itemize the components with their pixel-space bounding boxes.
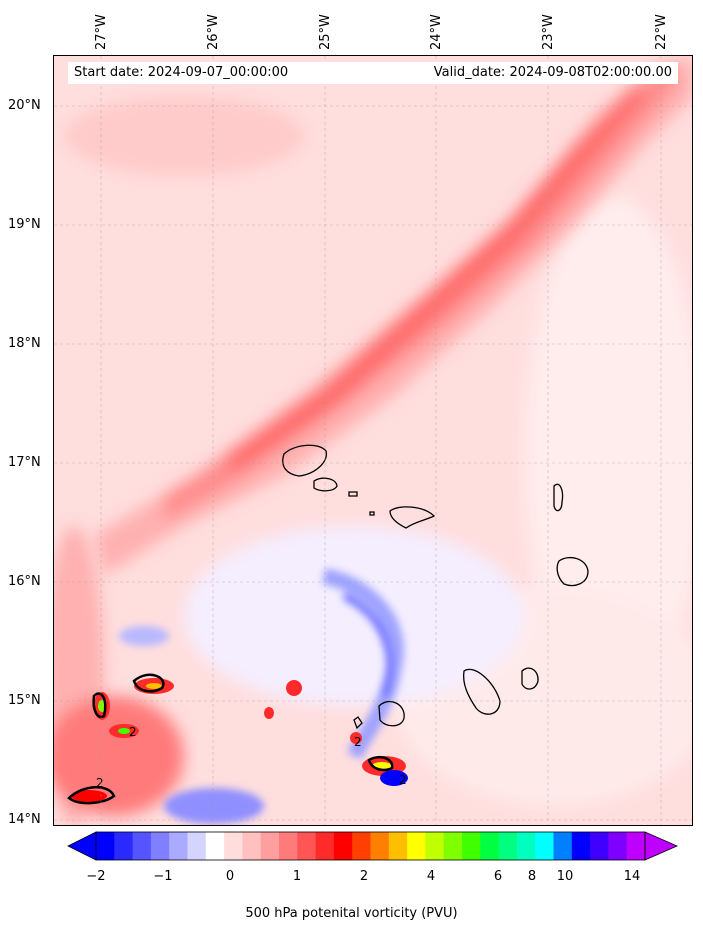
colorbar-swatch [279,832,298,860]
colorbar-swatch [516,832,536,860]
colorbar-swatch [388,832,408,860]
lat-label-20n: 20°N [8,98,41,113]
pv-contour-2 [67,673,394,805]
colorbar-swatch [150,832,170,860]
colorbar-swatch [535,832,554,860]
lat-label-15n: 15°N [8,693,41,708]
colorbar-swatch [96,832,115,860]
colorbar-swatch [132,832,152,860]
colorbar-max-arrow [644,831,678,861]
colorbar [67,831,678,861]
colorbar-tick-label: −2 [86,869,106,884]
lon-label-25w: 25°W [318,14,333,50]
lon-label-27w: 27°W [94,14,109,50]
colorbar-swatch [571,832,591,860]
colorbar-tick-label: 4 [426,869,436,884]
colorbar-swatch [590,832,609,860]
lon-label-26w: 26°W [206,14,221,50]
colorbar-swatch [260,832,280,860]
lat-label-16n: 16°N [8,574,41,589]
colorbar-swatch [114,832,134,860]
pv-negative-area [119,568,404,824]
colorbar-min-arrow [67,831,97,861]
colorbar-swatch [224,832,243,860]
lat-label-19n: 19°N [8,217,41,232]
lon-label-23w: 23°W [541,14,556,50]
colorbar-swatch [352,832,371,860]
contour-label: 2 [96,776,104,790]
colorbar-tick-label: 8 [527,869,537,884]
pv-diagonal-band [94,56,692,576]
lon-label-24w: 24°W [429,14,444,50]
colorbar-swatch [242,832,262,860]
colorbar-swatch [333,832,353,860]
contour-label: 2 [129,725,137,739]
colorbar-tick-label: 1 [292,869,302,884]
colorbar-swatch [553,832,573,860]
contour-labels: 2 2 2 2 [96,725,407,790]
potential-vorticity-map: 2 2 2 2 [53,55,693,826]
map-field-svg: 2 2 2 2 [54,56,692,825]
colorbar-swatch [187,832,207,860]
colorbar-swatch [370,832,390,860]
colorbar-swatch [480,832,500,860]
colorbar-label: 500 hPa potenital vorticity (PVU) [245,906,458,921]
colorbar-swatch [626,832,646,860]
colorbar-swatch [498,832,518,860]
colorbar-swatch [443,832,463,860]
lat-label-18n: 18°N [8,336,41,351]
lat-label-17n: 17°N [8,455,41,470]
colorbar-swatch [407,832,426,860]
contour-label: 2 [399,773,407,787]
colorbar-swatch [425,832,445,860]
lat-label-14n: 14°N [8,812,41,827]
colorbar-swatch [315,832,335,860]
contour-label: 2 [354,735,362,749]
colorbar-tick-label: 6 [493,869,503,884]
colorbar-border [95,831,646,861]
colorbar-swatch [297,832,317,860]
colorbar-swatch [608,832,628,860]
colorbar-swatch [169,832,188,860]
date-annotation-bar: Start date: 2024-09-07_00:00:00 Valid_da… [68,62,678,84]
gridlines [54,56,692,825]
colorbar-tick-label: 10 [556,869,574,884]
colorbar-swatch [462,832,481,860]
colorbar-tick-label: 2 [359,869,369,884]
pv-left-strip [54,526,184,825]
colorbar-tick-label: −1 [153,869,173,884]
coastlines [282,444,589,730]
pv-light-patches [64,96,692,806]
colorbar-tick-label: 14 [623,869,641,884]
start-date-label: Start date: 2024-09-07_00:00:00 [74,65,289,80]
lon-label-22w: 22°W [654,14,669,50]
colorbar-tick-label: 0 [225,869,235,884]
colorbar-swatch [205,832,225,860]
valid-date-label: Valid_date: 2024-09-08T02:00:00.00 [433,65,672,80]
